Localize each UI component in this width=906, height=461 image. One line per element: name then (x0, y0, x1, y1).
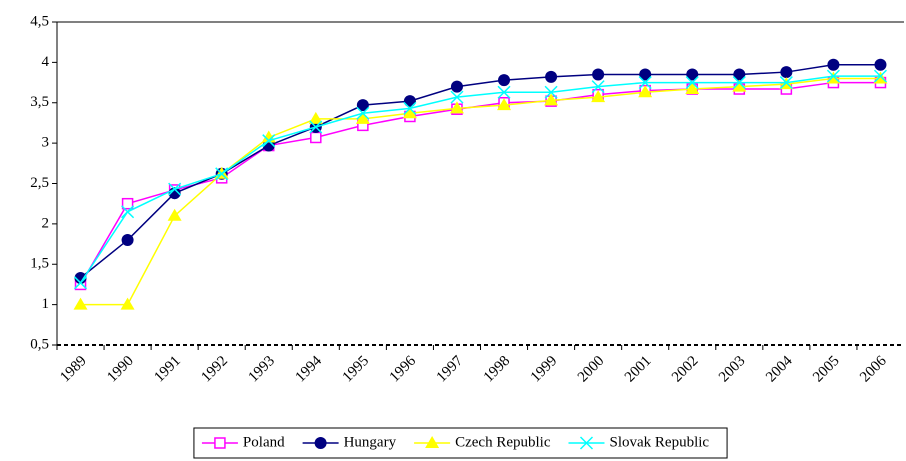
marker (686, 68, 699, 81)
marker (732, 76, 746, 90)
marker (591, 90, 606, 103)
marker (74, 271, 87, 284)
legend-box (193, 427, 728, 459)
series-line (79, 81, 881, 285)
x-tick-label: 1992 (198, 353, 231, 386)
marker (73, 297, 88, 310)
marker (215, 167, 229, 181)
marker (779, 76, 793, 90)
marker (780, 66, 793, 79)
y-tick-label: 2 (42, 215, 50, 231)
marker (402, 106, 417, 119)
marker (121, 205, 135, 219)
marker (592, 68, 605, 81)
y-tick-label: 0,5 (30, 336, 49, 352)
legend-label: Poland (243, 434, 285, 450)
marker (310, 131, 322, 144)
x-tick-label: 1994 (293, 353, 326, 386)
x-tick-label: 2005 (810, 353, 843, 386)
y-tick-label: 1 (42, 296, 50, 312)
marker (314, 437, 327, 449)
x-tick-label: 1996 (387, 353, 420, 386)
series-line (80, 64, 881, 279)
y-tick-label: 4,5 (30, 13, 49, 29)
marker (544, 93, 559, 106)
x-tick-label: 1991 (151, 353, 184, 386)
x-tick-label: 1997 (434, 353, 467, 386)
marker (214, 437, 226, 449)
x-tick-label: 1995 (340, 353, 373, 386)
marker (450, 90, 464, 104)
legend-label: Slovak Republic (609, 434, 709, 450)
marker (309, 120, 323, 134)
legend: Poland Hungary Czech Republic Slovak Republ… (193, 427, 728, 459)
marker (732, 79, 747, 92)
x-tick-label: 2003 (716, 353, 749, 386)
marker (167, 208, 182, 221)
y-tick-label: 4 (42, 54, 50, 70)
marker (873, 69, 888, 83)
marker (262, 134, 276, 148)
marker (449, 101, 464, 114)
series-line (80, 77, 881, 306)
x-tick-label: 1998 (481, 353, 514, 386)
marker (545, 70, 558, 83)
x-tick-label: 2000 (575, 353, 608, 386)
marker (733, 68, 746, 81)
marker (826, 69, 840, 83)
y-tick-label: 1,5 (30, 256, 49, 272)
x-tick-label: 2002 (669, 353, 702, 386)
marker (639, 68, 652, 81)
marker (168, 182, 182, 196)
marker (121, 197, 134, 210)
marker (356, 99, 369, 112)
x-tick-label: 1989 (57, 353, 90, 386)
x-tick-label: 2001 (622, 353, 655, 386)
marker (403, 101, 417, 115)
marker (685, 76, 699, 90)
series-line (79, 75, 881, 284)
y-tick-label: 3 (42, 135, 50, 151)
x-tick-label: 1999 (528, 353, 561, 386)
legend-label: Czech Republic (455, 434, 551, 450)
marker (544, 85, 558, 99)
marker (497, 98, 512, 111)
marker (425, 436, 440, 448)
marker (591, 80, 605, 94)
marker (355, 111, 370, 124)
x-tick-label: 1993 (245, 353, 278, 386)
marker (498, 74, 511, 87)
marker (638, 85, 653, 98)
marker (874, 58, 887, 71)
marker (497, 85, 511, 99)
marker (356, 106, 370, 120)
x-tick-label: 2006 (857, 353, 890, 386)
y-tick-label: 3,5 (30, 94, 49, 110)
legend-label: Hungary (344, 434, 397, 450)
marker (638, 76, 652, 90)
x-tick-label: 1990 (104, 353, 137, 386)
marker (121, 234, 134, 247)
marker (827, 58, 840, 71)
marker (450, 80, 463, 93)
y-tick-label: 2,5 (30, 175, 49, 191)
marker (73, 276, 88, 290)
marker (308, 111, 323, 124)
marker (579, 436, 594, 450)
x-tick-label: 2004 (763, 353, 796, 386)
marker (403, 95, 416, 108)
marker (120, 297, 135, 310)
marker (685, 82, 700, 95)
